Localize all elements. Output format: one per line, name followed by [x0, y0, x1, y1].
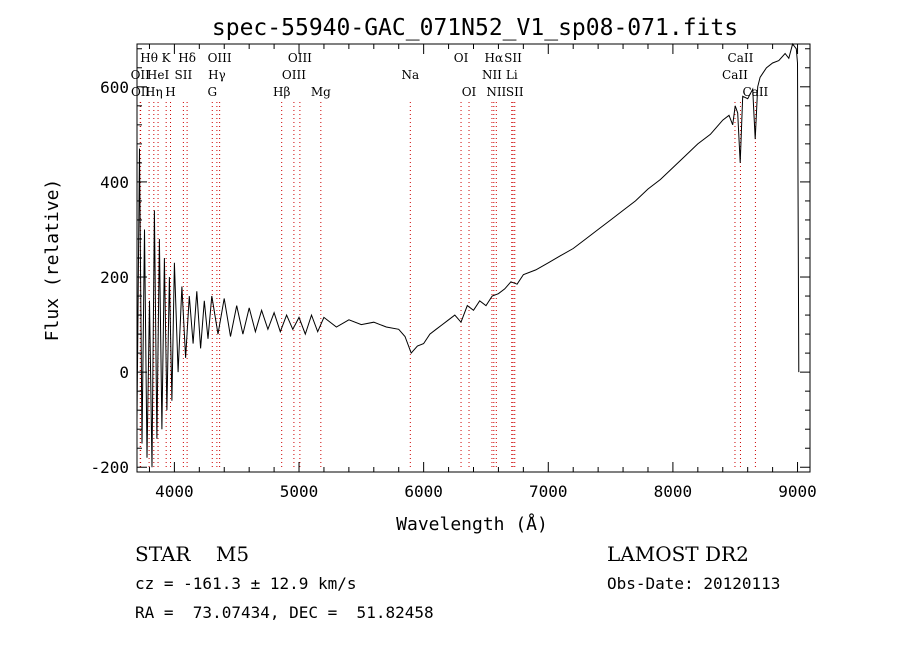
spectral-line-label: OIII: [208, 51, 232, 65]
x-tick-label: 4000: [155, 482, 194, 501]
spectral-line-labels: HθHηHeIOIIOIIKHSIIHδGHγOIIIHβOIIIOIIIMgN…: [131, 51, 769, 99]
x-axis-label: Wavelength (Å): [396, 513, 548, 535]
spectral-line-label: CaII: [728, 51, 754, 65]
x-tick-label: 9000: [778, 482, 817, 501]
coordinates-label: RA = 73.07434, DEC = 51.82458: [135, 603, 434, 622]
x-tick-label: 6000: [404, 482, 443, 501]
spectral-line-label: Hθ: [140, 51, 158, 65]
spectral-line-label: SII: [175, 68, 193, 82]
spectral-line-label: CaII: [742, 85, 768, 99]
spectral-line-markers: [139, 102, 756, 470]
spectral-line-label: OIII: [288, 51, 312, 65]
spectral-line-label: CaII: [722, 68, 748, 82]
spectral-line-label: OI: [462, 85, 477, 99]
spectral-line-label: G: [207, 85, 217, 99]
y-tick-label: 600: [100, 78, 129, 97]
spectral-line-label: Hγ: [208, 68, 226, 82]
y-tick-label: -200: [90, 458, 129, 477]
survey-label: LAMOST DR2: [607, 542, 749, 566]
x-tick-label: 8000: [654, 482, 693, 501]
spectral-line-label: Hη: [145, 85, 163, 99]
x-tick-label: 5000: [280, 482, 319, 501]
spectral-line-label: Hα: [485, 51, 504, 65]
spectral-line-label: SII: [506, 85, 524, 99]
spectral-line-label: K: [162, 51, 172, 65]
axis-tick-labels: 4000 5000 6000 7000 8000 9000 -200 0 200 400 600: [90, 78, 816, 501]
object-label: STAR M5: [135, 542, 250, 566]
plot-frame: [136, 43, 811, 473]
redshift-label: cz = -161.3 ± 12.9 km/s: [135, 574, 357, 593]
spectral-line-label: SII: [504, 51, 522, 65]
spectral-line-label: OII: [131, 85, 151, 99]
spectral-line-label: OII: [131, 68, 151, 82]
y-axis-label: Flux (relative): [42, 179, 63, 342]
spectral-line-label: NII: [482, 68, 502, 82]
x-tick-label: 7000: [529, 482, 568, 501]
y-tick-label: 200: [100, 268, 129, 287]
chart-title: spec-55940-GAC_071N52_V1_sp08-071.fits: [212, 15, 738, 41]
spectral-line-label: HeI: [147, 68, 170, 82]
obs-date-label: Obs-Date: 20120113: [607, 574, 781, 593]
spectral-line-label: Hβ: [273, 85, 290, 99]
y-tick-label: 0: [119, 363, 129, 382]
axis-ticks: [137, 44, 810, 472]
spectrum-line: [136, 42, 800, 468]
spectral-line-label: OIII: [282, 68, 306, 82]
spectral-line-label: Hδ: [178, 51, 196, 65]
spectral-line-label: Mg: [311, 85, 331, 99]
spectral-line-label: NII: [486, 85, 506, 99]
y-tick-label: 400: [100, 173, 129, 192]
spectral-line-label: H: [165, 85, 175, 99]
spectral-line-label: OI: [454, 51, 469, 65]
spectral-line-label: Na: [401, 68, 419, 82]
spectral-line-label: Li: [506, 68, 518, 82]
